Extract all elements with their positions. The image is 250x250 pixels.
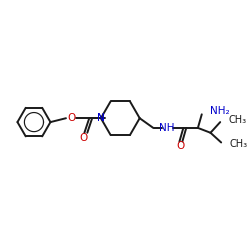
Text: O: O [79,132,88,142]
Text: CH₃: CH₃ [230,140,248,149]
Text: NH: NH [159,123,174,133]
Text: N: N [97,113,105,123]
Text: N: N [97,113,105,123]
Text: NH₂: NH₂ [210,106,229,117]
Text: CH₃: CH₃ [229,115,247,125]
Text: O: O [176,141,184,151]
Text: O: O [68,113,76,123]
